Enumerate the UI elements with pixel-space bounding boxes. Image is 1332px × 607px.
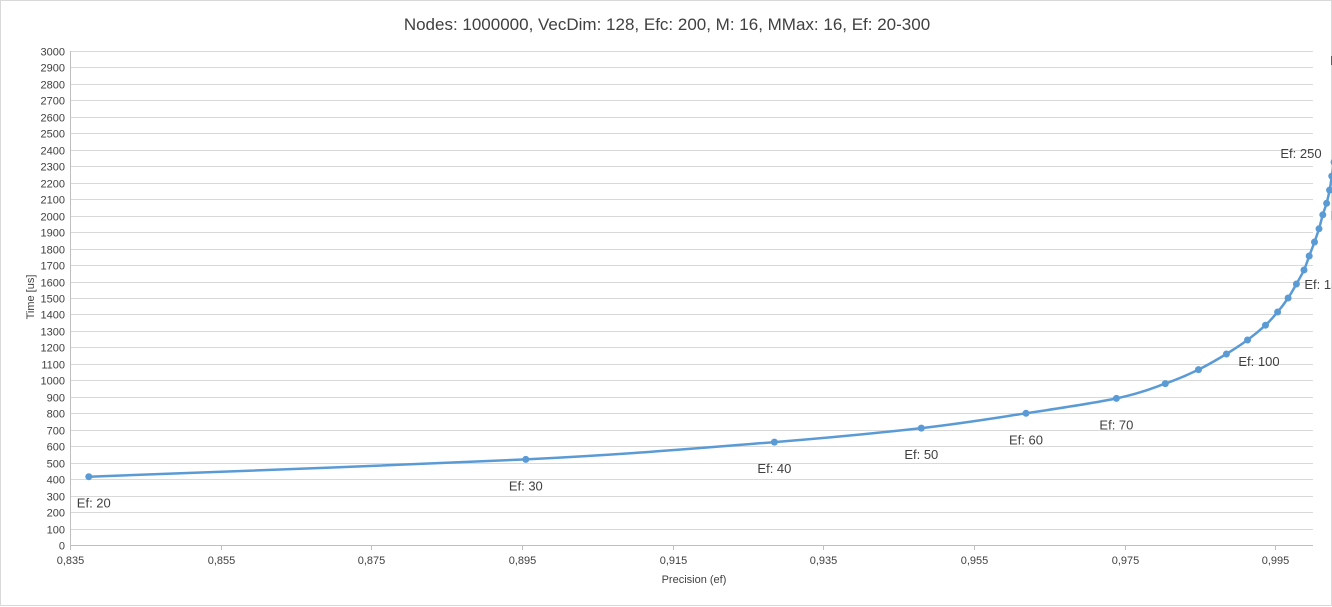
y-tick-label: 400 bbox=[47, 475, 65, 487]
data-label: Ef: 70 bbox=[1099, 417, 1133, 432]
data-point bbox=[1300, 266, 1308, 274]
y-tick-label: 3000 bbox=[41, 47, 65, 59]
data-label: Ef: 250 bbox=[1280, 146, 1321, 161]
series-line bbox=[87, 167, 1332, 478]
y-tick-label: 1800 bbox=[41, 245, 65, 257]
data-point bbox=[1222, 350, 1230, 358]
series-line-group bbox=[87, 167, 1332, 478]
y-tick-label: 1000 bbox=[41, 376, 65, 388]
y-tick-label: 1300 bbox=[41, 327, 65, 339]
y-tick-label: 2500 bbox=[41, 129, 65, 141]
data-label: Ef: 50 bbox=[904, 447, 938, 462]
data-point bbox=[1262, 321, 1269, 329]
data-label: Ef: 150 bbox=[1304, 277, 1332, 292]
x-tick-label: 0,915 bbox=[660, 555, 688, 567]
y-tick-label: 2100 bbox=[41, 195, 65, 207]
y-tick-label: 500 bbox=[47, 459, 65, 471]
chart-title: Nodes: 1000000, VecDim: 128, Efc: 200, M… bbox=[404, 15, 930, 34]
data-point bbox=[1323, 199, 1331, 207]
data-point bbox=[1315, 225, 1323, 233]
x-axis-tick-labels: 0,835 0,855 0,875 0,895 0,915 0,935 0,955 0,975… bbox=[57, 555, 1290, 567]
x-tick-label: 0,995 bbox=[1262, 555, 1290, 567]
y-tick-label: 100 bbox=[47, 525, 65, 537]
x-tick-label: 0,935 bbox=[810, 555, 838, 567]
series-points-group bbox=[85, 159, 1332, 481]
y-tick-label: 1500 bbox=[41, 294, 65, 306]
data-point bbox=[770, 438, 778, 446]
x-tick-label: 0,835 bbox=[57, 555, 85, 567]
data-labels-group: Ef: 20 Ef: 30 Ef: 40 Ef: 50 Ef: 60 Ef: 70 Ef: … bbox=[77, 53, 1332, 511]
y-tick-label: 200 bbox=[47, 508, 65, 520]
x-tick-label: 0,975 bbox=[1112, 555, 1140, 567]
x-tick-label: 0,875 bbox=[358, 555, 386, 567]
y-tick-label: 2000 bbox=[41, 212, 65, 224]
y-tick-label: 1400 bbox=[41, 310, 65, 322]
data-point bbox=[522, 455, 530, 463]
y-tick-label: 300 bbox=[47, 492, 65, 504]
y-tick-label: 700 bbox=[47, 426, 65, 438]
y-tick-label: 2600 bbox=[41, 113, 65, 125]
y-tick-label: 600 bbox=[47, 442, 65, 454]
data-point bbox=[1292, 280, 1300, 288]
data-label: Ef: 30 bbox=[509, 478, 543, 493]
data-point bbox=[85, 473, 93, 481]
data-point bbox=[917, 424, 925, 432]
data-point bbox=[1244, 336, 1251, 344]
data-point bbox=[1161, 380, 1169, 388]
data-label: Ef: 20 bbox=[77, 496, 111, 511]
data-label: Ef: 100 bbox=[1238, 354, 1279, 369]
y-axis-title: Time [us] bbox=[25, 275, 37, 320]
y-tick-label: 2700 bbox=[41, 96, 65, 108]
y-tick-label: 1200 bbox=[41, 343, 65, 355]
axes bbox=[70, 51, 1313, 550]
gridlines bbox=[70, 51, 1313, 530]
y-axis-tick-labels: 0 100 200 300 400 500 600 700 800 900 1000 1100 1200… bbox=[41, 47, 65, 553]
y-tick-label: 0 bbox=[59, 541, 65, 553]
data-point bbox=[1022, 409, 1030, 417]
y-tick-label: 1900 bbox=[41, 228, 65, 240]
data-point bbox=[1311, 238, 1318, 246]
y-tick-label: 1100 bbox=[41, 360, 65, 372]
x-tick-label: 0,895 bbox=[509, 555, 537, 567]
y-tick-label: 2400 bbox=[41, 146, 65, 158]
data-point bbox=[1319, 211, 1327, 219]
y-tick-label: 800 bbox=[47, 409, 65, 421]
data-label: Ef: 60 bbox=[1009, 432, 1043, 447]
x-tick-label: 0,855 bbox=[208, 555, 236, 567]
data-label: Ef: 300 bbox=[1330, 53, 1332, 68]
y-tick-label: 2800 bbox=[41, 80, 65, 92]
data-point bbox=[1305, 252, 1313, 260]
y-tick-label: 2900 bbox=[41, 63, 65, 75]
data-point bbox=[1112, 394, 1120, 402]
data-label: Ef: 40 bbox=[757, 461, 791, 476]
data-point bbox=[1284, 294, 1292, 302]
data-point bbox=[1326, 186, 1332, 194]
y-tick-label: 1700 bbox=[41, 261, 65, 273]
data-point bbox=[1274, 308, 1282, 316]
y-tick-label: 2200 bbox=[41, 179, 65, 191]
data-point bbox=[1195, 366, 1202, 374]
x-axis-title: Precision (ef) bbox=[662, 574, 727, 586]
y-tick-label: 900 bbox=[47, 393, 65, 405]
y-tick-label: 1600 bbox=[41, 278, 65, 290]
data-point bbox=[1328, 172, 1332, 180]
data-label: Ef: 200 bbox=[1331, 208, 1332, 223]
y-tick-label: 2300 bbox=[41, 162, 65, 174]
x-tick-label: 0,955 bbox=[961, 555, 989, 567]
